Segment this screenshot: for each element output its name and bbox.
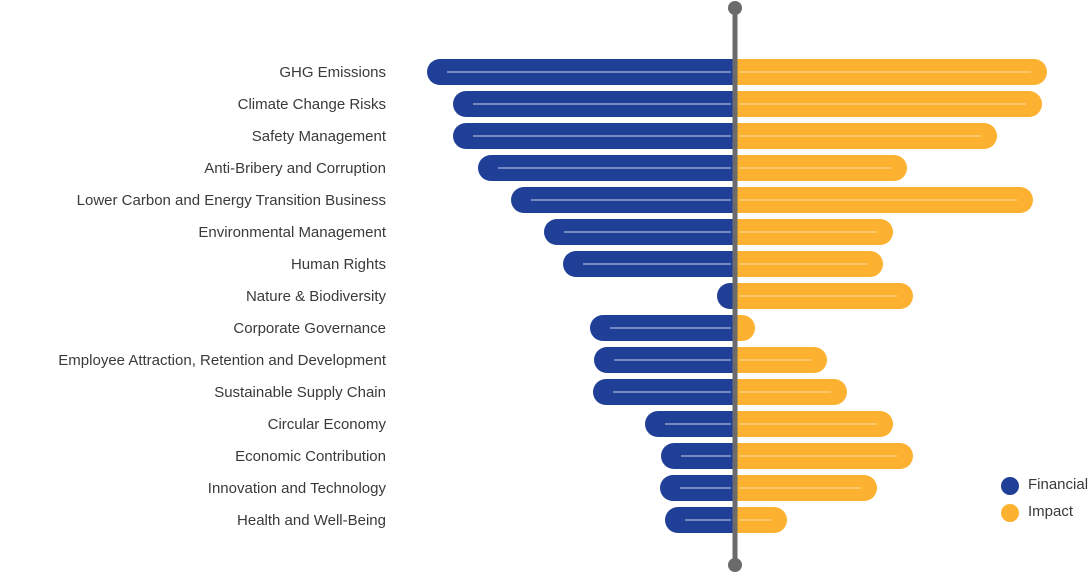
legend-marker-impact (1001, 504, 1019, 522)
category-label-health-and-well-being: Health and Well-Being (237, 512, 386, 529)
impact-bar-corporate-governance (735, 315, 755, 341)
axis-layer (728, 1, 742, 572)
legend-label-financial: Financial (1028, 476, 1088, 493)
legend-label-impact: Impact (1028, 503, 1074, 520)
legend-marker-financial (1001, 477, 1019, 495)
category-label-environmental-management: Environmental Management (198, 224, 386, 241)
category-label-nature-and-biodiversity: Nature & Biodiversity (246, 288, 387, 305)
category-label-corporate-governance: Corporate Governance (233, 320, 386, 337)
category-labels: GHG Emissions Climate Change Risks Safety … (58, 64, 387, 529)
axis-bottom-cap (728, 558, 742, 572)
category-label-ghg-emissions: GHG Emissions (279, 64, 386, 81)
category-label-anti-bribery-and-corruption: Anti-Bribery and Corruption (204, 160, 386, 177)
category-label-economic-contribution: Economic Contribution (235, 448, 386, 465)
category-label-sustainable-supply-chain: Sustainable Supply Chain (214, 384, 386, 401)
axis-top-cap (728, 1, 742, 15)
bars-layer (427, 59, 1047, 533)
category-label-lower-carbon-and-energy-transition-business: Lower Carbon and Energy Transition Busin… (77, 192, 386, 209)
category-label-safety-management: Safety Management (252, 128, 387, 145)
category-label-climate-change-risks: Climate Change Risks (238, 96, 386, 113)
legend: Financial Impact (1001, 476, 1088, 522)
category-label-human-rights: Human Rights (291, 256, 386, 273)
financial-bar-nature-and-biodiversity (717, 283, 735, 309)
category-label-innovation-and-technology: Innovation and Technology (208, 480, 387, 497)
category-label-circular-economy: Circular Economy (268, 416, 387, 433)
category-label-employee-attraction-retention-and-development: Employee Attraction, Retention and Devel… (58, 352, 387, 369)
